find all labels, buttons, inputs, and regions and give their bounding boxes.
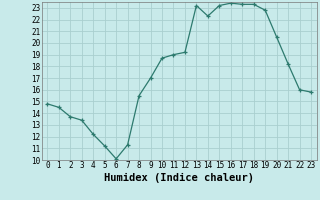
X-axis label: Humidex (Indice chaleur): Humidex (Indice chaleur) <box>104 173 254 183</box>
